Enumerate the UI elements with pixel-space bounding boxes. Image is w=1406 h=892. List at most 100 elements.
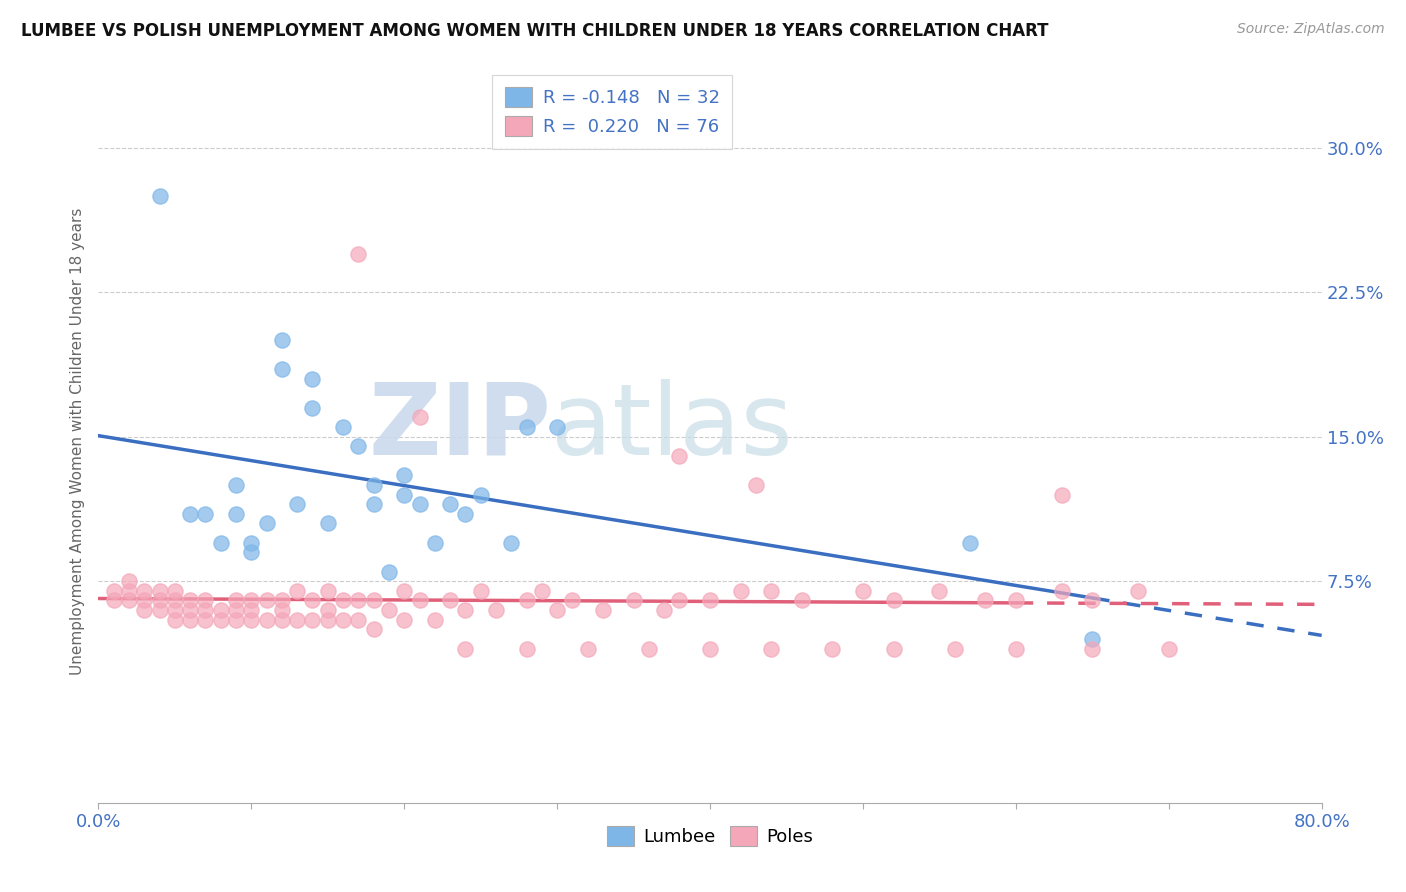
Point — [745, 478, 768, 492]
Point — [209, 613, 232, 627]
Point — [209, 603, 232, 617]
Point — [103, 583, 125, 598]
Point — [699, 593, 721, 607]
Point — [179, 603, 201, 617]
Point — [270, 334, 292, 348]
Point — [546, 420, 568, 434]
Point — [1081, 632, 1104, 646]
Point — [240, 545, 263, 559]
Text: atlas: atlas — [551, 378, 793, 475]
Point — [179, 507, 201, 521]
Point — [623, 593, 645, 607]
Point — [363, 593, 385, 607]
Point — [392, 487, 416, 501]
Point — [256, 593, 278, 607]
Point — [408, 410, 430, 425]
Point — [240, 593, 263, 607]
Legend: Lumbee, Poles: Lumbee, Poles — [598, 817, 823, 855]
Point — [454, 603, 477, 617]
Point — [285, 613, 308, 627]
Point — [516, 593, 538, 607]
Point — [423, 535, 446, 549]
Point — [959, 535, 981, 549]
Point — [270, 613, 292, 627]
Point — [378, 565, 401, 579]
Point — [423, 613, 446, 627]
Point — [256, 516, 278, 531]
Point — [363, 623, 385, 637]
Point — [378, 603, 401, 617]
Point — [149, 583, 172, 598]
Point — [530, 583, 553, 598]
Point — [928, 583, 950, 598]
Point — [179, 593, 201, 607]
Point — [347, 613, 370, 627]
Point — [103, 593, 125, 607]
Point — [270, 593, 292, 607]
Point — [118, 583, 141, 598]
Point — [699, 641, 721, 656]
Point — [1081, 593, 1104, 607]
Point — [730, 583, 752, 598]
Point — [179, 613, 201, 627]
Point — [270, 362, 292, 376]
Point — [285, 583, 308, 598]
Point — [943, 641, 966, 656]
Point — [301, 593, 323, 607]
Point — [270, 603, 292, 617]
Text: LUMBEE VS POLISH UNEMPLOYMENT AMONG WOMEN WITH CHILDREN UNDER 18 YEARS CORRELATI: LUMBEE VS POLISH UNEMPLOYMENT AMONG WOME… — [21, 22, 1049, 40]
Point — [470, 487, 492, 501]
Point — [118, 593, 141, 607]
Point — [285, 497, 308, 511]
Point — [194, 507, 217, 521]
Text: ZIP: ZIP — [368, 378, 551, 475]
Point — [454, 641, 477, 656]
Point — [392, 613, 416, 627]
Point — [301, 401, 323, 415]
Point — [316, 516, 339, 531]
Point — [240, 535, 263, 549]
Point — [225, 613, 247, 627]
Point — [163, 583, 186, 598]
Point — [454, 507, 477, 521]
Point — [240, 613, 263, 627]
Point — [240, 603, 263, 617]
Point — [1128, 583, 1150, 598]
Point — [363, 497, 385, 511]
Text: Source: ZipAtlas.com: Source: ZipAtlas.com — [1237, 22, 1385, 37]
Point — [149, 603, 172, 617]
Point — [194, 593, 217, 607]
Point — [439, 497, 461, 511]
Point — [1050, 487, 1073, 501]
Point — [1050, 583, 1073, 598]
Point — [576, 641, 599, 656]
Point — [485, 603, 508, 617]
Point — [134, 583, 156, 598]
Point — [883, 641, 905, 656]
Point — [332, 420, 354, 434]
Point — [439, 593, 461, 607]
Point — [546, 603, 568, 617]
Point — [316, 583, 339, 598]
Point — [163, 593, 186, 607]
Point — [516, 420, 538, 434]
Point — [668, 593, 690, 607]
Point — [1081, 641, 1104, 656]
Point — [392, 583, 416, 598]
Point — [118, 574, 141, 589]
Point — [883, 593, 905, 607]
Point — [652, 603, 675, 617]
Point — [163, 613, 186, 627]
Point — [1004, 641, 1026, 656]
Point — [149, 189, 172, 203]
Point — [194, 613, 217, 627]
Point — [149, 593, 172, 607]
Point — [332, 593, 354, 607]
Point — [408, 593, 430, 607]
Point — [332, 613, 354, 627]
Point — [1157, 641, 1180, 656]
Point — [301, 613, 323, 627]
Point — [392, 468, 416, 483]
Point — [759, 641, 782, 656]
Point — [974, 593, 997, 607]
